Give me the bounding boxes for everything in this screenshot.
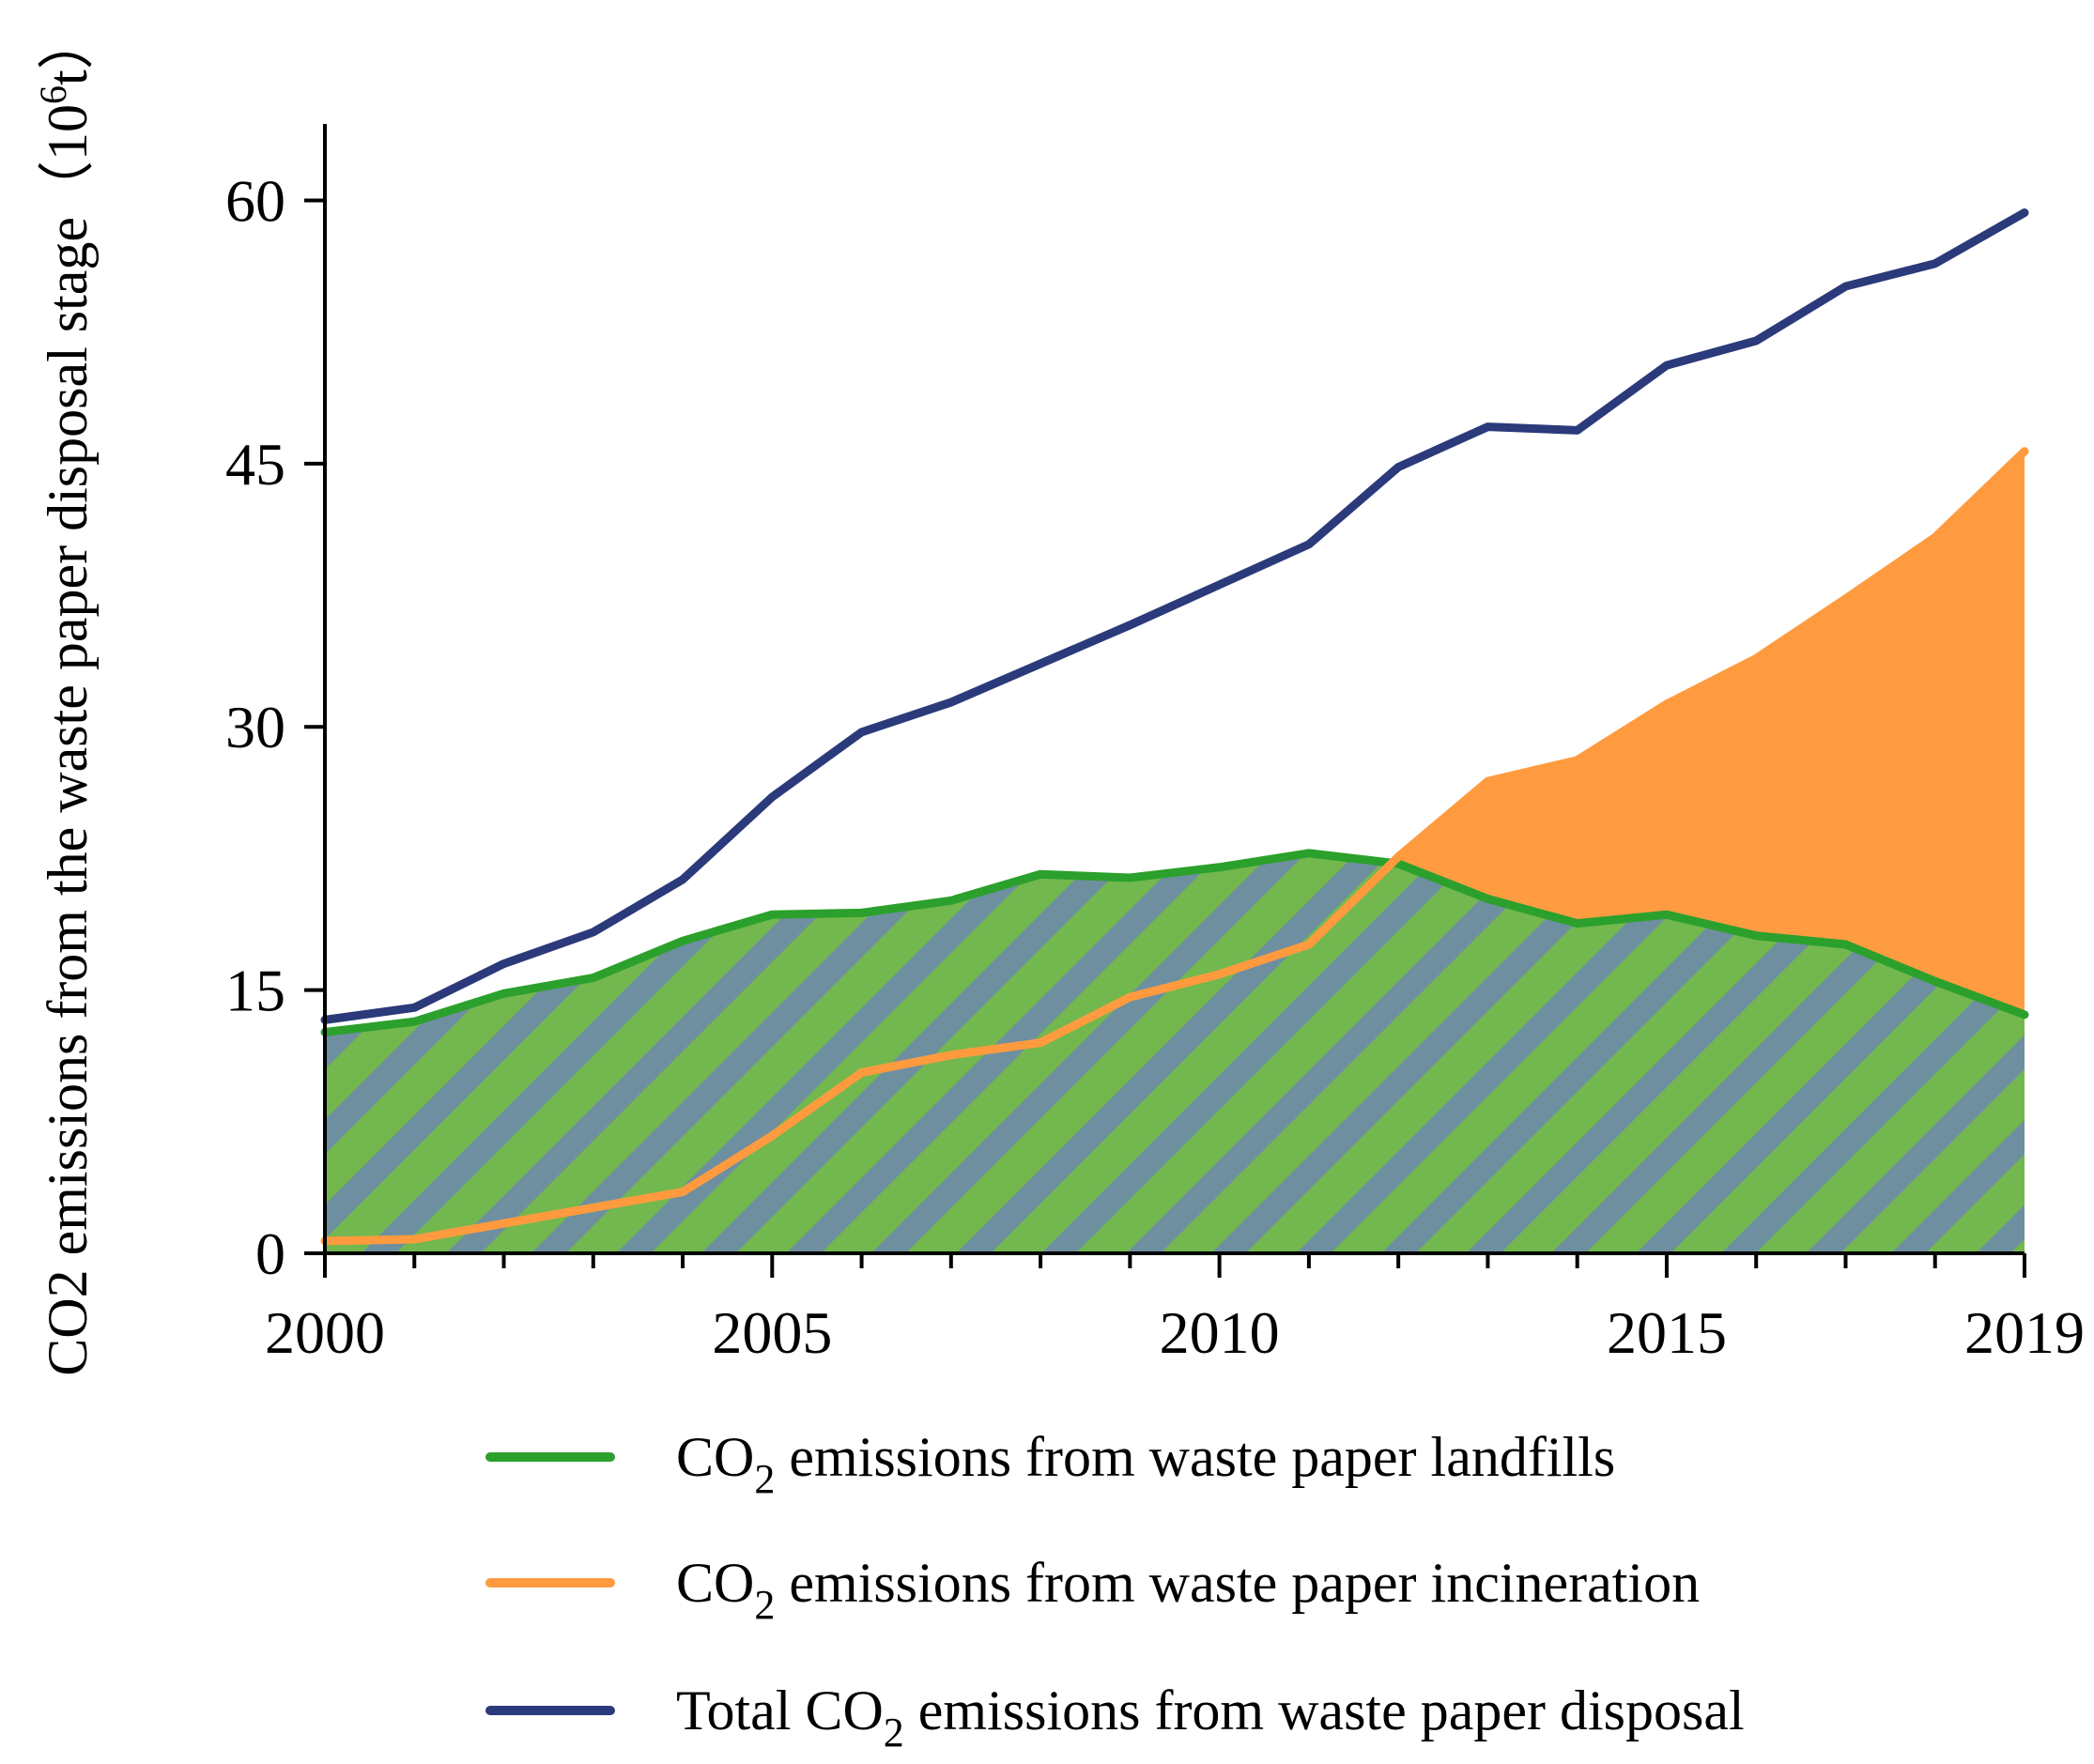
- landfill-legend-label: CO2 emissions from waste paper landfills: [676, 1426, 1615, 1502]
- line-layer: [320, 208, 2029, 1246]
- x-tick-label: 2005: [712, 1299, 832, 1366]
- y-axis-title: CO2 emissions from the waste paper dispo…: [32, 13, 99, 1375]
- total-line: [320, 208, 2029, 1024]
- y-tick-label: 0: [255, 1220, 285, 1287]
- y-tick-label: 15: [225, 958, 285, 1024]
- y-tick-label: 30: [225, 694, 285, 760]
- landfill-line: [320, 849, 2029, 1036]
- x-tick-label: 2000: [265, 1299, 385, 1366]
- legend: CO2 emissions from waste paper landfills…: [485, 1426, 1745, 1756]
- incineration-line: [320, 447, 2029, 1246]
- y-tick-label: 45: [225, 431, 285, 498]
- axes: 0 15 30 45 60 2000 2005 2010 2015 2019: [225, 124, 2085, 1366]
- y-tick-label: 60: [225, 167, 285, 234]
- x-tick-label: 2010: [1160, 1299, 1280, 1366]
- x-tick-label: 2015: [1607, 1299, 1727, 1366]
- total-legend-label: Total CO2 emissions from waste paper dis…: [676, 1680, 1745, 1756]
- incineration-legend-label: CO2 emissions from waste paper incinerat…: [676, 1552, 1700, 1628]
- area-layer: [325, 451, 2025, 1253]
- x-tick-label: 2019: [1964, 1299, 2085, 1366]
